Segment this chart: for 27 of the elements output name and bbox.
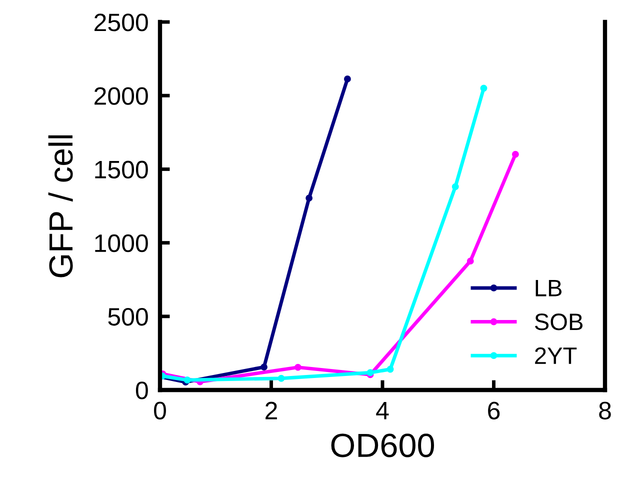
y-tick-label: 0 xyxy=(136,382,148,400)
point xyxy=(184,376,191,384)
legend-label: SOB xyxy=(534,314,583,330)
y-tick-label: 500 xyxy=(108,308,148,326)
point xyxy=(294,364,302,371)
y-axis-title: GFP / cell xyxy=(48,135,73,278)
legend-label: 2YT xyxy=(535,347,577,364)
point xyxy=(466,258,474,265)
x-tick-label: 8 xyxy=(599,402,611,420)
point xyxy=(344,75,351,82)
point xyxy=(386,366,394,373)
y-tick-label: 1500 xyxy=(95,160,148,179)
x-tick-label: 6 xyxy=(488,402,500,420)
x-tick-label: 2 xyxy=(266,402,277,420)
y-tick-label: 2000 xyxy=(94,87,148,105)
point xyxy=(260,364,268,371)
point xyxy=(278,374,285,382)
x-axis-title: OD600 xyxy=(331,434,434,458)
point xyxy=(306,194,313,202)
point xyxy=(512,150,519,158)
legend-label: LB xyxy=(536,280,562,296)
x-tick-label: 0 xyxy=(154,402,166,420)
y-tick-label: 1000 xyxy=(95,234,148,252)
y-tick-label: 2500 xyxy=(94,14,148,32)
point xyxy=(452,183,459,190)
point xyxy=(480,84,488,92)
x-tick-label: 4 xyxy=(376,402,389,420)
